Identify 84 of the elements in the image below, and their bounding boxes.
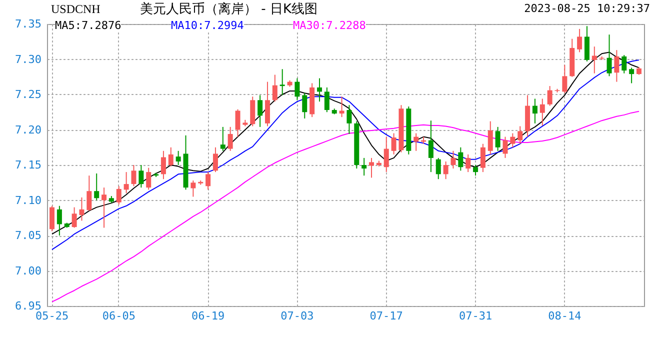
- y-tick-label: 7.15: [15, 158, 42, 172]
- y-tick-label: 7.30: [15, 52, 42, 66]
- candlestick: [629, 67, 634, 84]
- text: 2023-08-25 10:29:37: [524, 2, 650, 15]
- x-tick-label: 07-17: [370, 310, 403, 322]
- candlestick: [176, 150, 181, 166]
- text: MA5:7.2876: [55, 19, 122, 32]
- candlestick: [131, 164, 136, 187]
- candlestick: [258, 94, 263, 128]
- candlestick: [562, 64, 568, 94]
- candlestick: [264, 81, 270, 127]
- candlestick: [102, 187, 107, 228]
- candlestick: [206, 172, 211, 190]
- candlestick: [190, 180, 196, 198]
- chart-subtitle: USDCNH: [51, 2, 100, 17]
- text: MA10:7.2994: [171, 19, 244, 32]
- candlestick: [280, 68, 285, 96]
- candlestick: [220, 126, 226, 152]
- x-tick-label: 05-25: [35, 310, 69, 322]
- candlestick: [502, 136, 508, 158]
- candlestick: [540, 98, 545, 126]
- candlestick: [443, 160, 448, 180]
- candlestick: [228, 126, 233, 152]
- candlestick: [362, 157, 367, 176]
- y-tick-label: 7.25: [15, 88, 42, 101]
- x-tick-label: 06-19: [191, 310, 225, 322]
- candlestick: [428, 120, 434, 173]
- x-tick-label: 07-03: [280, 310, 314, 322]
- candlestick: [235, 108, 240, 138]
- candlestick: [56, 205, 62, 236]
- candlestick: [466, 154, 471, 173]
- candlestick: [116, 186, 122, 205]
- candlestick: [316, 78, 322, 102]
- candlestick: [138, 164, 144, 188]
- x-tick-label: 08-14: [548, 310, 582, 322]
- candlestick: [592, 46, 597, 74]
- candlestick: [50, 205, 55, 232]
- candlestick: [369, 157, 374, 178]
- candlestick: [339, 96, 344, 118]
- y-tick-label: 7.10: [15, 194, 42, 207]
- candlestick: [212, 146, 218, 173]
- y-tick-label: 7.05: [15, 229, 42, 242]
- candlestick: [547, 86, 552, 106]
- candlestick: [495, 126, 500, 152]
- candlestick: [324, 86, 330, 113]
- candlestick: [450, 150, 456, 170]
- candlestick: [250, 96, 256, 127]
- candlestick: [436, 157, 441, 180]
- candlestick: [384, 136, 389, 173]
- x-tick-label: 06-05: [102, 310, 136, 322]
- y-tick-label: 7.35: [15, 18, 42, 30]
- candlestick: [86, 175, 92, 212]
- candlestick: [160, 150, 166, 180]
- candlestick: [124, 172, 129, 194]
- candlestick: [168, 146, 174, 167]
- candlestick: [414, 132, 419, 152]
- candlestick: [488, 120, 493, 155]
- line-series: [52, 110, 640, 302]
- candlestick: [584, 26, 590, 62]
- candlestick: [577, 28, 582, 53]
- candlestick: [94, 172, 100, 201]
- candlestick: [606, 34, 612, 77]
- candlestick: [72, 206, 77, 228]
- chart-title: 美元人民币（离岸） - 日K线图: [140, 1, 318, 18]
- candlestick: [294, 78, 300, 101]
- candlestick: [532, 98, 538, 124]
- y-tick-label: 7.20: [15, 123, 42, 136]
- candlestick: [622, 54, 627, 74]
- candlestick: [518, 126, 523, 144]
- candlestick: [480, 143, 486, 173]
- y-tick-label: 7.00: [15, 264, 42, 278]
- candlestick: [510, 132, 516, 148]
- y-tick-label: 6.95: [15, 300, 42, 312]
- x-tick-label: 07-31: [458, 310, 492, 322]
- candlestick: [346, 104, 352, 134]
- candlestick: [146, 167, 152, 190]
- candlestick: [79, 196, 84, 222]
- text: MA30:7.2288: [293, 19, 366, 32]
- candlestick: [473, 164, 478, 176]
- candlestick: [458, 146, 464, 172]
- candlestick: [614, 50, 620, 82]
- candlestick: [391, 132, 396, 155]
- candlestick: [302, 92, 308, 119]
- candlestick: [272, 74, 278, 102]
